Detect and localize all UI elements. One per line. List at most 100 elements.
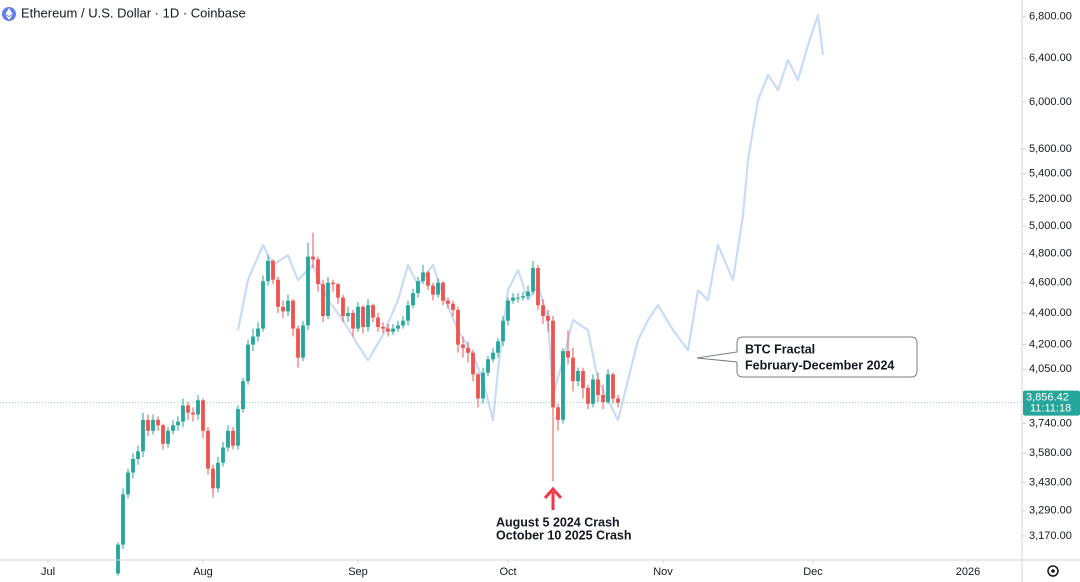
candle-body (116, 544, 120, 574)
y-tick-label: 6,400.00 (1029, 52, 1072, 64)
y-tick-label: 5,600.00 (1029, 143, 1072, 155)
candle-body (476, 374, 480, 399)
candle-body (436, 282, 440, 295)
y-tick-label: 6,000.00 (1029, 96, 1072, 108)
candle-body (561, 351, 565, 420)
candle-body (236, 409, 240, 446)
candle-body (541, 305, 545, 317)
candle-body (166, 430, 170, 444)
candle-body (431, 285, 435, 295)
candle-body (596, 379, 600, 395)
candle-body (536, 268, 540, 306)
candle-body (226, 430, 230, 448)
candle-body (501, 320, 505, 342)
candle-body (546, 316, 550, 321)
y-tick-label: 4,050.00 (1029, 363, 1072, 375)
crash-note: August 5 2024 Crash (496, 515, 620, 529)
candle-body (346, 312, 350, 317)
x-tick-label: Aug (193, 566, 213, 578)
candle-body (306, 256, 310, 326)
candle-body (406, 305, 410, 321)
candle-body (256, 328, 260, 337)
candle-body (456, 309, 460, 345)
candle-body (286, 300, 290, 312)
candle-body (521, 296, 525, 298)
candle-body (141, 419, 145, 452)
candle-body (516, 297, 520, 299)
candle-body (201, 400, 205, 431)
candle-body (381, 326, 385, 329)
candle-body (281, 306, 285, 312)
candle-body (206, 430, 210, 469)
settings-icon[interactable] (1047, 565, 1059, 577)
candle-body (586, 388, 590, 404)
callout-title: BTC Fractal (745, 342, 815, 356)
y-tick-label: 5,000.00 (1029, 220, 1072, 232)
candle-body (471, 352, 475, 375)
y-tick-label: 4,600.00 (1029, 277, 1072, 289)
candle-body (446, 300, 450, 304)
candle-body (261, 281, 265, 329)
candle-body (366, 305, 370, 327)
candle-body (241, 381, 245, 410)
candle-body (156, 419, 160, 426)
candle-body (331, 282, 335, 285)
chart-title: Ethereum / U.S. Dollar · 1D · Coinbase (21, 5, 246, 20)
candle-body (211, 468, 215, 489)
candle-body (186, 405, 190, 413)
candle-body (171, 425, 175, 431)
y-tick-label: 6,800.00 (1029, 11, 1072, 23)
candle-body (616, 398, 620, 403)
candle-body (391, 328, 395, 332)
candle-body (566, 351, 570, 358)
candle-body (486, 359, 490, 373)
candle-body (461, 344, 465, 348)
x-tick-label: 2026 (956, 566, 980, 578)
candle-body (576, 371, 580, 382)
candle-body (326, 282, 330, 317)
candle-body (591, 379, 595, 404)
crash-arrow (543, 486, 563, 510)
candle-body (251, 336, 255, 345)
candle-body (411, 293, 415, 306)
candle-body (191, 412, 195, 415)
candle-body (311, 256, 315, 260)
candle-body (341, 297, 345, 317)
candle-body (426, 272, 430, 286)
y-tick-label: 3,170.00 (1029, 530, 1072, 542)
y-tick-label: 3,580.00 (1029, 447, 1072, 459)
candle-body (216, 462, 220, 489)
candle-body (466, 347, 470, 353)
callout-subtitle: February-December 2024 (745, 358, 894, 372)
candle-body (386, 328, 390, 332)
candle-body (451, 303, 455, 310)
candle-body (121, 494, 125, 545)
candle-body (601, 394, 605, 403)
candle-body (421, 272, 425, 282)
y-tick-label: 3,290.00 (1029, 505, 1072, 517)
candle-body (221, 447, 225, 463)
candle-body (556, 407, 560, 420)
candle-body (276, 279, 280, 307)
callout-box (696, 336, 918, 378)
candle-body (176, 421, 180, 426)
last-price-box (1023, 390, 1080, 416)
candle-body (321, 284, 325, 317)
fractal-line (236, 13, 825, 422)
candle-body (481, 372, 485, 399)
y-tick-label: 4,400.00 (1029, 307, 1072, 319)
x-tick-label: Sep (348, 566, 368, 578)
candle-body (551, 320, 555, 408)
candle-body (196, 400, 200, 415)
candle-body (126, 472, 130, 495)
candle-body (271, 260, 275, 280)
candle-body (371, 305, 375, 318)
candle-body (161, 425, 165, 444)
candle-body (396, 325, 400, 329)
candle-body (181, 405, 185, 422)
y-tick-label: 3,740.00 (1029, 417, 1072, 429)
y-tick-label: 4,200.00 (1029, 338, 1072, 350)
candle-body (356, 306, 360, 329)
candle-body (581, 371, 585, 389)
